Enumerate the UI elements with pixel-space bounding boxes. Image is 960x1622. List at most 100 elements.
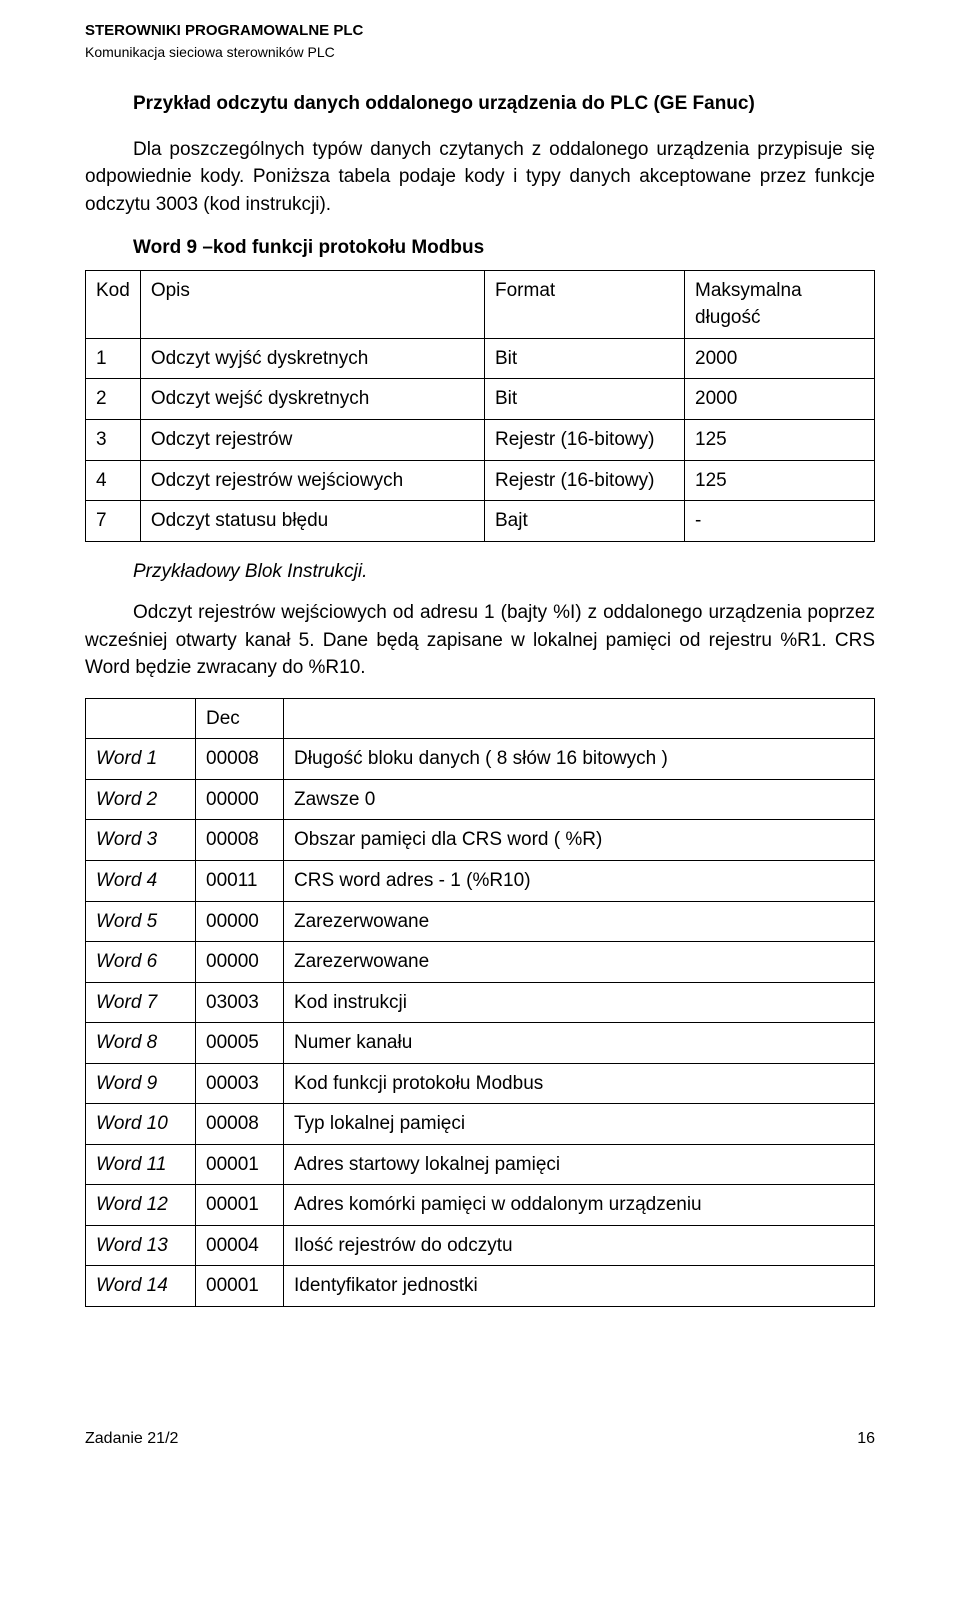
- table-cell: Word 3: [86, 820, 196, 861]
- table-row: Word 400011CRS word adres - 1 (%R10): [86, 860, 875, 901]
- table-row: Word 500000Zarezerwowane: [86, 901, 875, 942]
- table-cell: 125: [685, 460, 875, 501]
- table-row: Word 1100001Adres startowy lokalnej pami…: [86, 1144, 875, 1185]
- table-cell: Bit: [485, 379, 685, 420]
- table-cell: Zawsze 0: [284, 779, 875, 820]
- table-cell: Zarezerwowane: [284, 901, 875, 942]
- table-cell: Bajt: [485, 501, 685, 542]
- table-cell: 1: [86, 338, 141, 379]
- table-cell: Numer kanału: [284, 1023, 875, 1064]
- table-cell: Rejestr (16-bitowy): [485, 460, 685, 501]
- table-cell: 00000: [196, 901, 284, 942]
- table-row: Word 1300004Ilość rejestrów do odczytu: [86, 1225, 875, 1266]
- table-cell: Word 12: [86, 1185, 196, 1226]
- table-cell: Odczyt statusu błędu: [140, 501, 484, 542]
- table-cell: 125: [685, 419, 875, 460]
- table-cell: Word 11: [86, 1144, 196, 1185]
- table-row: Word 1000008Typ lokalnej pamięci: [86, 1104, 875, 1145]
- table-cell: Zarezerwowane: [284, 942, 875, 983]
- table-header-cell: [284, 698, 875, 739]
- table-cell: Kod instrukcji: [284, 982, 875, 1023]
- page-header-line1: STEROWNIKI PROGRAMOWALNE PLC: [85, 20, 875, 42]
- table-row: Kod Opis Format Maksymalna długość: [86, 270, 875, 338]
- table-cell: CRS word adres - 1 (%R10): [284, 860, 875, 901]
- example-label: Przykładowy Blok Instrukcji.: [85, 558, 875, 586]
- table-row: 3 Odczyt rejestrów Rejestr (16-bitowy) 1…: [86, 419, 875, 460]
- table-row: 7 Odczyt statusu błędu Bajt -: [86, 501, 875, 542]
- table-cell: 2000: [685, 379, 875, 420]
- table-cell: Typ lokalnej pamięci: [284, 1104, 875, 1145]
- page-header-line2: Komunikacja sieciowa sterowników PLC: [85, 42, 875, 62]
- table-cell: Ilość rejestrów do odczytu: [284, 1225, 875, 1266]
- table-cell: Word 14: [86, 1266, 196, 1307]
- table-header-cell: Maksymalna długość: [685, 270, 875, 338]
- table-cell: Rejestr (16-bitowy): [485, 419, 685, 460]
- table-cell: Długość bloku danych ( 8 słów 16 bitowyc…: [284, 739, 875, 780]
- table-row: Dec: [86, 698, 875, 739]
- table-cell: Word 8: [86, 1023, 196, 1064]
- table-row: Word 900003Kod funkcji protokołu Modbus: [86, 1063, 875, 1104]
- footer-page-number: 16: [857, 1427, 875, 1450]
- table-cell: Odczyt wyjść dyskretnych: [140, 338, 484, 379]
- table-cell: Word 7: [86, 982, 196, 1023]
- subheading: Word 9 –kod funkcji protokołu Modbus: [85, 234, 875, 262]
- table-cell: Adres startowy lokalnej pamięci: [284, 1144, 875, 1185]
- table-cell: Odczyt wejść dyskretnych: [140, 379, 484, 420]
- table-row: 2 Odczyt wejść dyskretnych Bit 2000: [86, 379, 875, 420]
- table-cell: Word 4: [86, 860, 196, 901]
- table-cell: 00001: [196, 1185, 284, 1226]
- table-cell: 00008: [196, 820, 284, 861]
- table-header-cell: Kod: [86, 270, 141, 338]
- table-cell: Kod funkcji protokołu Modbus: [284, 1063, 875, 1104]
- table-cell: 2: [86, 379, 141, 420]
- table-instruction-block: Dec Word 100008Długość bloku danych ( 8 …: [85, 698, 875, 1307]
- table-row: 1 Odczyt wyjść dyskretnych Bit 2000: [86, 338, 875, 379]
- table-cell: Word 9: [86, 1063, 196, 1104]
- table-cell: -: [685, 501, 875, 542]
- table-cell: 00003: [196, 1063, 284, 1104]
- footer-task: Zadanie 21/2: [85, 1427, 178, 1450]
- table-cell: 03003: [196, 982, 284, 1023]
- table-cell: 00008: [196, 1104, 284, 1145]
- table-cell: 00001: [196, 1266, 284, 1307]
- table-cell: Word 6: [86, 942, 196, 983]
- table-row: Word 703003Kod instrukcji: [86, 982, 875, 1023]
- table-row: Word 600000Zarezerwowane: [86, 942, 875, 983]
- table-cell: 00011: [196, 860, 284, 901]
- table-row: Word 1400001Identyfikator jednostki: [86, 1266, 875, 1307]
- table-cell: Word 2: [86, 779, 196, 820]
- table-modbus-functions: Kod Opis Format Maksymalna długość 1 Odc…: [85, 270, 875, 542]
- table-row: Word 100008Długość bloku danych ( 8 słów…: [86, 739, 875, 780]
- table-header-cell: [86, 698, 196, 739]
- table-cell: 00000: [196, 942, 284, 983]
- table-cell: 7: [86, 501, 141, 542]
- table-row: Word 300008Obszar pamięci dla CRS word (…: [86, 820, 875, 861]
- table-cell: 00004: [196, 1225, 284, 1266]
- paragraph-2: Odczyt rejestrów wejściowych od adresu 1…: [85, 599, 875, 682]
- table-cell: 2000: [685, 338, 875, 379]
- table-cell: Word 10: [86, 1104, 196, 1145]
- table-row: Word 200000Zawsze 0: [86, 779, 875, 820]
- table-row: Word 800005Numer kanału: [86, 1023, 875, 1064]
- table-cell: 00001: [196, 1144, 284, 1185]
- table-header-cell: Format: [485, 270, 685, 338]
- table-cell: Word 13: [86, 1225, 196, 1266]
- table-cell: Odczyt rejestrów wejściowych: [140, 460, 484, 501]
- table-cell: 00000: [196, 779, 284, 820]
- table-cell: Word 1: [86, 739, 196, 780]
- table-header-cell: Dec: [196, 698, 284, 739]
- table-cell: Identyfikator jednostki: [284, 1266, 875, 1307]
- table-cell: Word 5: [86, 901, 196, 942]
- table-cell: 4: [86, 460, 141, 501]
- table-cell: 00005: [196, 1023, 284, 1064]
- table-row: 4 Odczyt rejestrów wejściowych Rejestr (…: [86, 460, 875, 501]
- paragraph-1: Dla poszczególnych typów danych czytanyc…: [85, 136, 875, 219]
- table-cell: Obszar pamięci dla CRS word ( %R): [284, 820, 875, 861]
- table-cell: Bit: [485, 338, 685, 379]
- section-title: Przykład odczytu danych oddalonego urząd…: [85, 90, 875, 118]
- table-cell: Adres komórki pamięci w oddalonym urządz…: [284, 1185, 875, 1226]
- table-cell: Odczyt rejestrów: [140, 419, 484, 460]
- table-header-cell: Opis: [140, 270, 484, 338]
- table-row: Word 1200001Adres komórki pamięci w odda…: [86, 1185, 875, 1226]
- table-cell: 00008: [196, 739, 284, 780]
